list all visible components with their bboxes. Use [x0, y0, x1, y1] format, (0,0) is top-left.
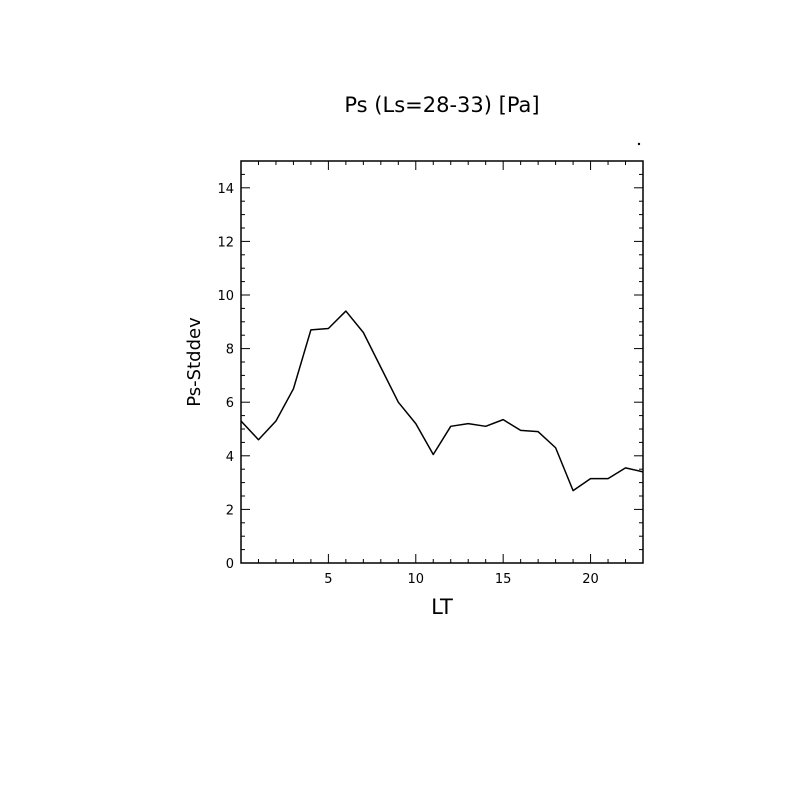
y-tick-label: 0	[226, 557, 234, 572]
x-tick-label: 5	[324, 572, 332, 587]
x-tick-label: 10	[408, 572, 425, 587]
tick-labels: 0 2 4 6 8 10 12 14 5 10 15 20	[217, 182, 598, 587]
y-tick-label: 12	[217, 235, 234, 250]
series-line	[240, 310, 644, 492]
x-tick-label: 15	[495, 572, 512, 587]
y-tick-label: 6	[226, 396, 234, 411]
x-tick-label: 20	[582, 572, 599, 587]
y-tick-label: 10	[217, 289, 234, 304]
y-tick-label: 14	[217, 182, 234, 197]
y-tick-label: 8	[226, 343, 234, 358]
y-tick-label: 2	[226, 503, 234, 518]
plot-frame	[240, 160, 644, 564]
chart-title: Ps (Ls=28-33) [Pa]	[344, 93, 539, 117]
y-tick-label: 4	[226, 450, 234, 465]
y-axis-label: Ps-Stddev	[184, 317, 205, 407]
x-axis-label: LT	[431, 595, 453, 619]
corner-dot	[637, 142, 641, 146]
